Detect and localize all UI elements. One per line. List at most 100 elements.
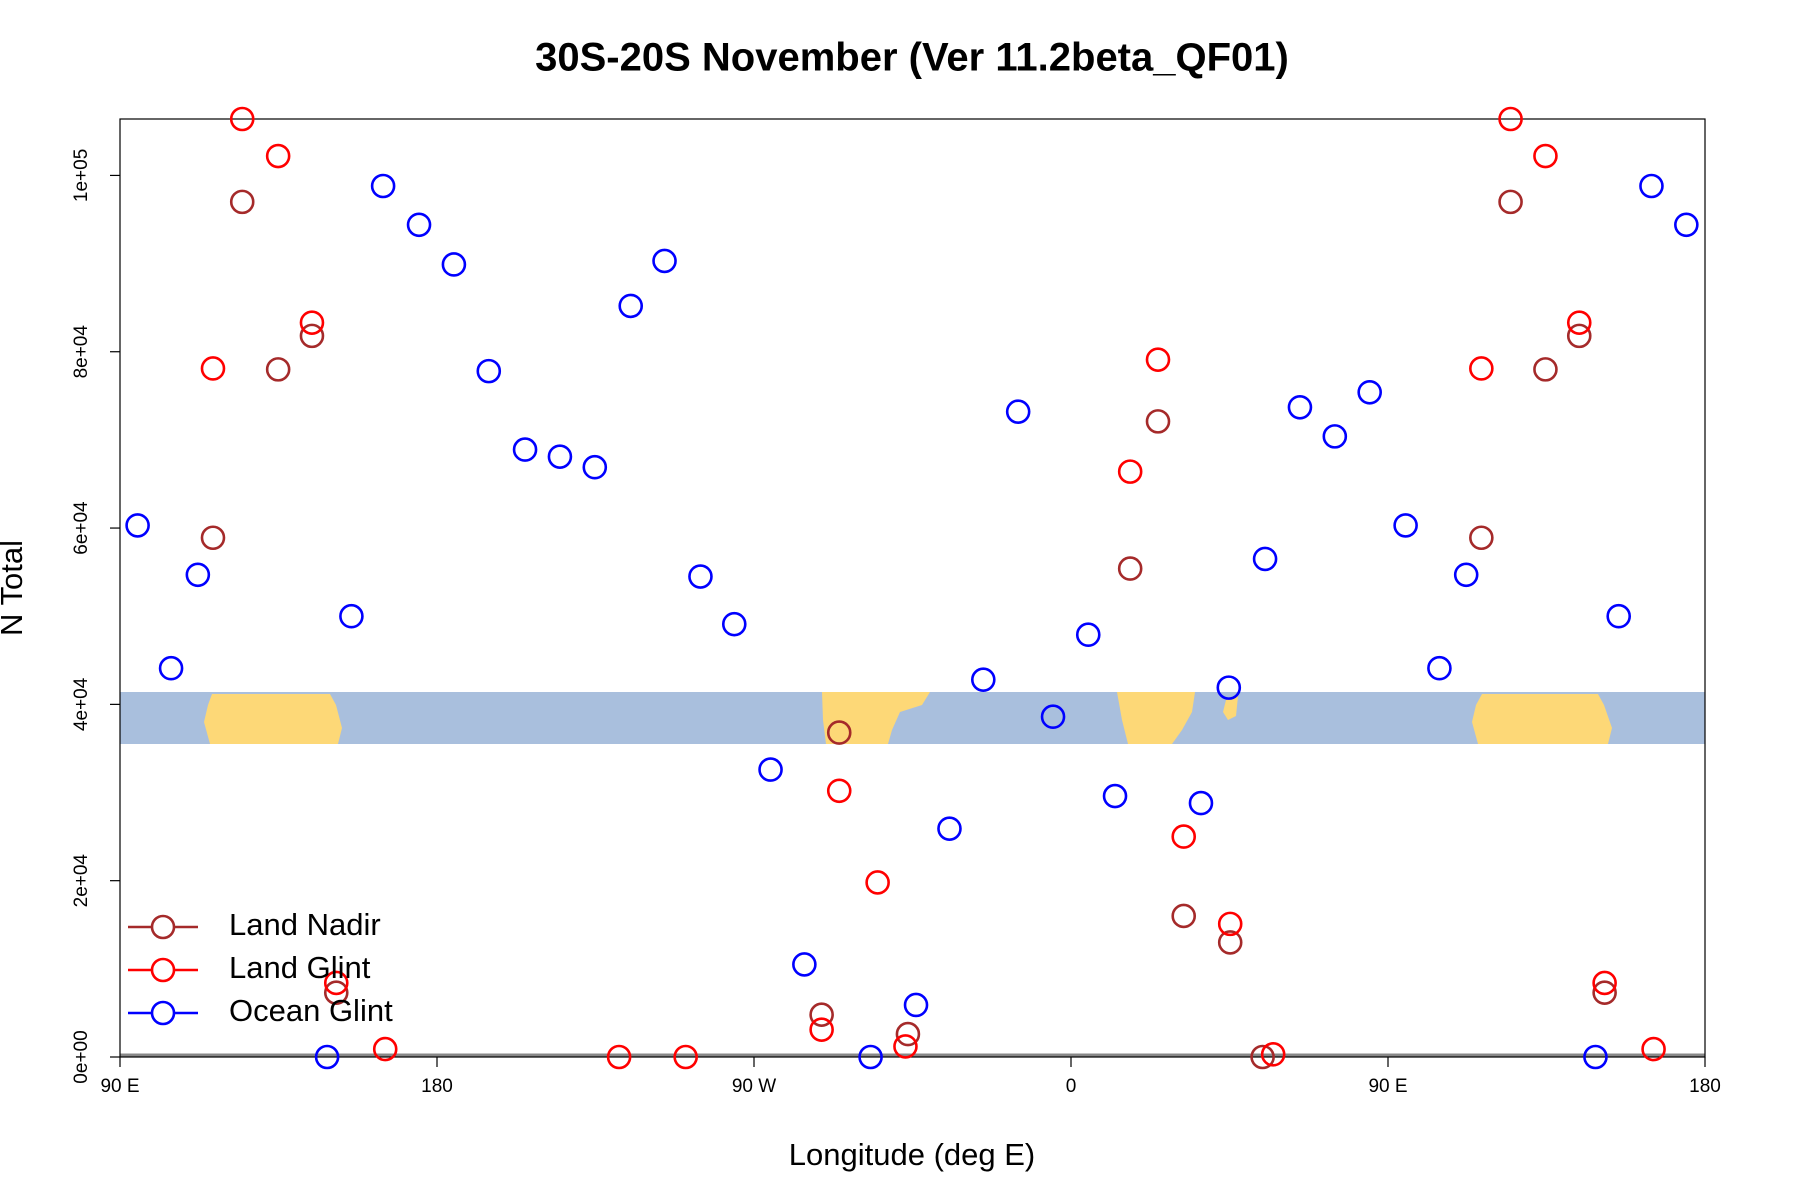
point xyxy=(299,310,325,335)
point xyxy=(200,356,226,381)
point xyxy=(1005,399,1031,424)
point xyxy=(1453,562,1479,588)
point xyxy=(1216,675,1242,700)
point xyxy=(903,992,929,1018)
y-tick-label: 4e+04 xyxy=(71,677,92,731)
x-tick-label: 180 xyxy=(421,1076,453,1097)
map-band xyxy=(120,692,1705,744)
point xyxy=(826,720,852,745)
point xyxy=(858,1044,883,1070)
point xyxy=(1145,347,1171,372)
point xyxy=(1322,424,1348,449)
point xyxy=(370,173,396,199)
point xyxy=(547,444,573,469)
legend-marker xyxy=(150,1000,176,1026)
point xyxy=(1606,603,1632,629)
point xyxy=(865,870,890,895)
point xyxy=(1533,143,1558,169)
y-tick-label: 2e+04 xyxy=(71,854,92,908)
point xyxy=(185,562,211,588)
point xyxy=(1469,525,1494,551)
point xyxy=(721,611,747,637)
point xyxy=(323,970,349,996)
legend-label: Ocean Glint xyxy=(229,993,393,1028)
point xyxy=(893,1034,918,1059)
continent xyxy=(1223,696,1238,720)
point xyxy=(1252,546,1278,572)
point xyxy=(1498,106,1523,132)
point xyxy=(1469,356,1494,381)
point xyxy=(582,454,608,480)
chart-title: 30S-20S November (Ver 11.2beta_QF01) xyxy=(535,36,1289,80)
x-tick-label: 90 E xyxy=(1368,1076,1407,1097)
x-tick-label: 0 xyxy=(1066,1076,1077,1097)
plot-frame xyxy=(119,118,1706,1058)
y-tick-label: 0e+00 xyxy=(71,1030,92,1083)
point xyxy=(970,667,996,692)
point xyxy=(652,248,677,274)
point xyxy=(158,655,184,681)
continent xyxy=(1472,694,1612,744)
point xyxy=(200,525,226,551)
point xyxy=(606,1044,632,1070)
point xyxy=(673,1044,698,1070)
point xyxy=(229,106,255,132)
point xyxy=(1639,173,1664,199)
point xyxy=(1287,394,1313,420)
x-tick-label: 90 E xyxy=(100,1076,139,1097)
y-tick-label: 8e+04 xyxy=(71,325,92,379)
point xyxy=(688,564,713,589)
point xyxy=(1217,930,1243,955)
point xyxy=(1533,357,1558,382)
point xyxy=(372,1036,398,1062)
point xyxy=(1217,911,1243,937)
point xyxy=(618,293,644,319)
point xyxy=(125,513,150,538)
x-tick-label: 180 xyxy=(1689,1076,1721,1097)
point xyxy=(1357,379,1382,405)
y-tick-label: 6e+04 xyxy=(71,501,92,555)
x-axis-label: Longitude (deg E) xyxy=(789,1137,1035,1172)
point xyxy=(792,952,817,977)
point xyxy=(1566,310,1592,335)
point xyxy=(1498,189,1523,215)
legend-marker xyxy=(150,957,176,983)
x-tick-label: 90 W xyxy=(732,1076,776,1097)
point xyxy=(1393,513,1418,538)
y-tick-label: 1e+05 xyxy=(71,149,92,202)
continent xyxy=(204,694,342,744)
point xyxy=(265,143,291,169)
point xyxy=(265,357,291,382)
point xyxy=(1102,783,1128,809)
legend-marker xyxy=(150,914,176,940)
point xyxy=(323,980,349,1005)
point xyxy=(826,778,852,804)
point xyxy=(1117,556,1143,581)
point xyxy=(758,757,783,782)
point xyxy=(809,1017,834,1042)
point xyxy=(406,212,432,238)
point xyxy=(299,323,325,349)
point xyxy=(1592,980,1617,1005)
point xyxy=(1566,323,1592,349)
point xyxy=(1117,459,1143,484)
point xyxy=(1592,970,1617,996)
point xyxy=(809,1002,834,1027)
legend-label: Land Nadir xyxy=(229,907,381,942)
point xyxy=(1260,1042,1286,1067)
point xyxy=(512,437,538,462)
point xyxy=(1171,903,1197,929)
legend-label: Land Glint xyxy=(229,950,371,985)
point xyxy=(1145,409,1171,434)
continent xyxy=(1117,692,1195,744)
point xyxy=(1040,704,1066,730)
point xyxy=(314,1044,340,1070)
point xyxy=(1188,790,1214,816)
point xyxy=(1641,1036,1666,1062)
point xyxy=(1427,655,1452,681)
point xyxy=(476,358,502,384)
point xyxy=(1075,622,1101,648)
point xyxy=(229,189,255,215)
point xyxy=(1171,824,1197,849)
